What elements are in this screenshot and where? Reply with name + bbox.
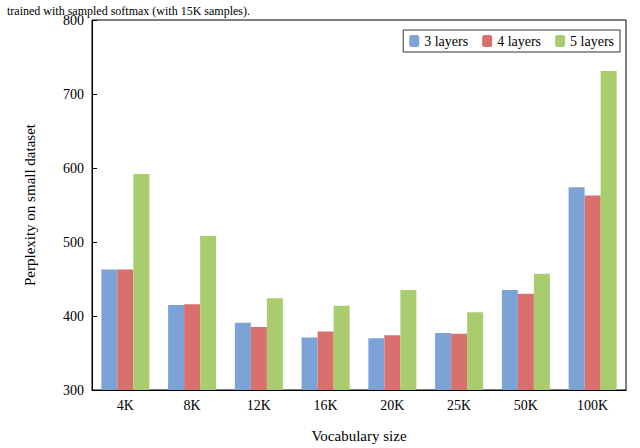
svg-text:12K: 12K	[247, 398, 271, 413]
svg-text:300: 300	[63, 383, 84, 398]
svg-text:400: 400	[63, 309, 84, 324]
svg-text:4 layers: 4 layers	[497, 34, 541, 49]
svg-text:16K: 16K	[314, 398, 338, 413]
svg-text:100K: 100K	[577, 398, 608, 413]
svg-text:3 layers: 3 layers	[424, 34, 468, 49]
svg-text:trained with sampled softmax (: trained with sampled softmax (with 15K s…	[7, 4, 250, 18]
svg-text:20K: 20K	[380, 398, 404, 413]
svg-text:700: 700	[63, 87, 84, 102]
svg-text:8K: 8K	[184, 398, 201, 413]
svg-text:4K: 4K	[117, 398, 134, 413]
svg-text:500: 500	[63, 235, 84, 250]
svg-text:50K: 50K	[514, 398, 538, 413]
svg-text:600: 600	[63, 161, 84, 176]
svg-text:Vocabulary size: Vocabulary size	[311, 428, 406, 444]
svg-text:800: 800	[63, 12, 84, 28]
svg-text:Perplexity on small dataset: Perplexity on small dataset	[22, 123, 38, 286]
svg-text:5 layers: 5 layers	[570, 34, 614, 49]
svg-text:25K: 25K	[447, 398, 471, 413]
